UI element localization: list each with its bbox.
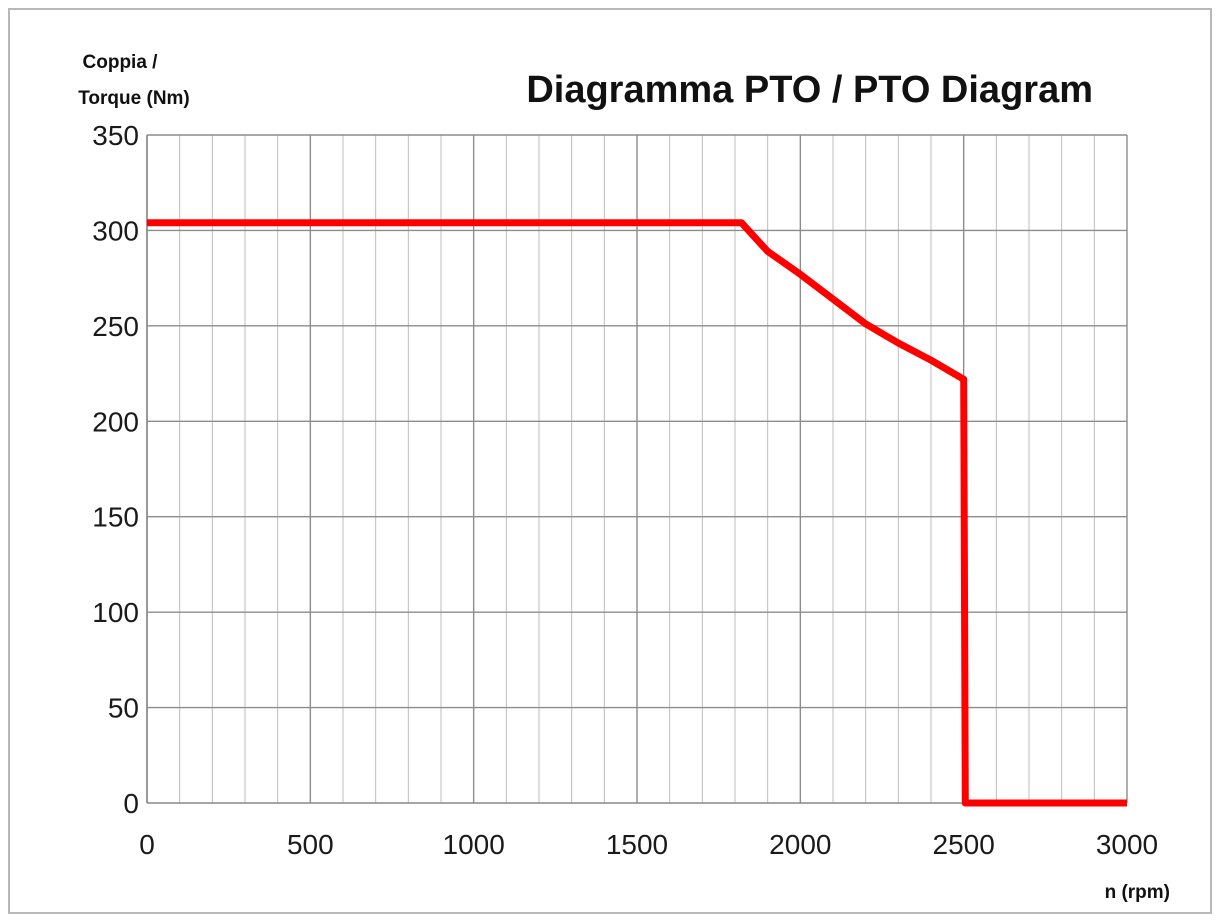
tick-labels: 0 50 100 150 200 250 300 350 0 500 1000 1500 2000 250… bbox=[92, 120, 1158, 860]
y-tick-label: 50 bbox=[108, 693, 139, 724]
y-tick-label: 100 bbox=[92, 597, 139, 628]
grid bbox=[146, 134, 1128, 804]
y-tick-label: 350 bbox=[92, 120, 139, 151]
x-tick-label: 1500 bbox=[606, 829, 668, 860]
x-tick-label: 2500 bbox=[933, 829, 995, 860]
pto-chart: 0 50 100 150 200 250 300 350 0 500 1000 1500 2000 250… bbox=[78, 52, 1170, 903]
y-tick-label: 300 bbox=[92, 215, 139, 246]
x-tick-label: 1000 bbox=[443, 829, 505, 860]
x-tick-label: 3000 bbox=[1096, 829, 1158, 860]
x-tick-label: 0 bbox=[139, 829, 155, 860]
y-tick-label: 0 bbox=[123, 788, 139, 819]
y-axis-title-line2: Torque (Nm) bbox=[78, 88, 190, 109]
x-tick-label: 500 bbox=[287, 829, 334, 860]
y-tick-label: 250 bbox=[92, 311, 139, 342]
chart-title: Diagramma PTO / PTO Diagram bbox=[526, 69, 1093, 111]
x-axis-title: n (rpm) bbox=[1105, 882, 1170, 903]
series-line-0 bbox=[147, 219, 1127, 807]
y-tick-label: 150 bbox=[92, 502, 139, 533]
x-tick-label: 2000 bbox=[769, 829, 831, 860]
y-axis-title-line1: Coppia / bbox=[83, 52, 159, 73]
series-layer bbox=[147, 219, 1127, 807]
chart-frame: 0 50 100 150 200 250 300 350 0 500 1000 1500 2000 250… bbox=[8, 8, 1212, 914]
y-tick-label: 200 bbox=[92, 406, 139, 437]
